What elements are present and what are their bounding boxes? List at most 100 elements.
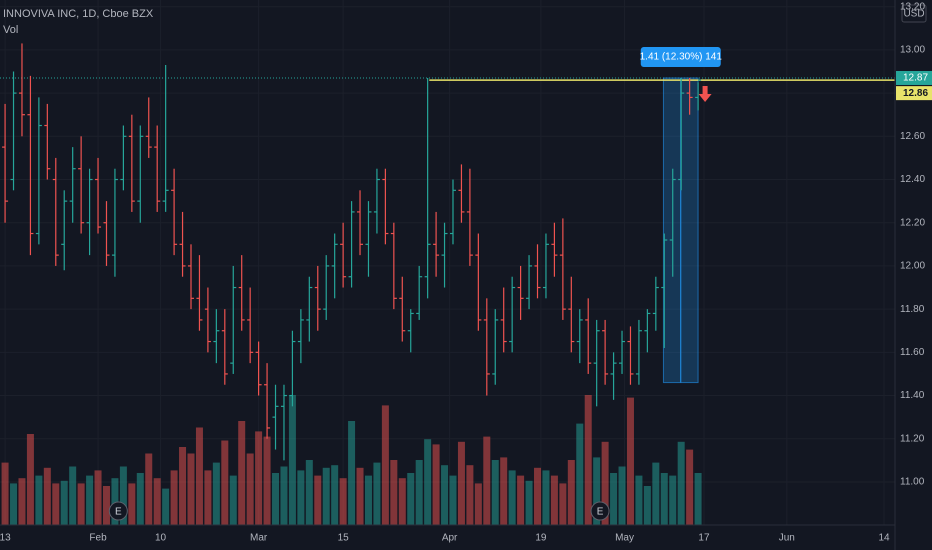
volume-bar [567,460,575,525]
x-tick-label: 17 [698,533,710,544]
volume-bar [195,427,203,525]
x-tick-label: 14 [878,533,890,544]
volume-bar [491,460,499,525]
volume-bar [212,462,220,525]
volume-bar [305,460,313,525]
volume-bar [398,478,406,525]
volume-bar [660,473,668,525]
volume-bar [18,478,26,525]
volume-bar [635,475,643,525]
volume-bar [669,475,677,525]
volume-bar [26,434,34,525]
volume-bar [339,478,347,525]
volume-bar [559,483,567,525]
volume-bar [263,436,271,525]
volume-bar [694,473,702,525]
volume-bar [128,483,136,525]
drawn-line-label: 12.86 [903,88,928,99]
volume-bar [652,462,660,525]
y-tick-label: 11.40 [900,390,925,401]
x-tick-label: Mar [250,533,268,544]
volume-bar [626,397,634,525]
last-price-tag [896,70,932,85]
volume-bar [356,467,364,525]
volume-bar [94,470,102,525]
volume-bar [474,483,482,525]
volume-bar [643,486,651,525]
volume-bar [331,465,339,525]
volume-bar [322,467,330,525]
volume-bar [119,466,127,525]
volume-bar [593,457,601,525]
volume-bar [204,470,212,525]
volume-bar [432,444,440,525]
x-tick-label: 13 [0,533,11,544]
earnings-label: E [597,507,604,518]
volume-bar [550,475,558,525]
volume-bar [601,441,609,525]
volume-bar [677,441,685,525]
volume-bar [542,470,550,525]
volume-bar [449,475,457,525]
y-tick-label: 13.00 [900,45,925,56]
volume-bar [576,423,584,525]
signal-arrow [698,85,712,102]
volume-bar [610,473,618,525]
volume-bar [52,483,60,525]
volume-bar [229,475,237,525]
y-tick-label: 12.40 [900,174,925,185]
volume-bar [373,462,381,525]
volume-bar [1,462,9,525]
x-tick-label: 15 [338,533,350,544]
drawn-line-tag [896,86,932,101]
volume-bar [238,421,246,525]
volume-bar [10,483,18,525]
x-tick-label: Feb [89,533,107,544]
volume-bar [348,421,356,525]
measure-label: 1.41 (12.30%) 141 [640,52,723,63]
volume-bar [508,470,516,525]
grid [0,0,895,525]
chart-title: INNOVIVA INC, 1D, Cboe BZX [3,8,154,20]
volume-bar [364,475,372,525]
y-tick-label: 12.00 [900,261,925,272]
volume-bar [272,473,280,525]
y-tick-label: 11.00 [900,477,925,488]
volume-bar [86,475,94,525]
measure-label-box [640,46,721,67]
volume-bar [297,470,305,525]
y-tick-label: 12.20 [900,217,925,228]
volume-bar [246,453,254,525]
volume-bar [136,473,144,525]
currency-box[interactable] [901,4,927,23]
x-tick-label: Apr [442,533,458,544]
volume-bar [255,431,263,525]
last-price-label: 12.87 [903,73,928,84]
currency: USD [903,9,924,20]
volume-bar [424,439,432,525]
earnings-marker [590,501,610,521]
y-tick-label: 11.20 [900,433,925,444]
volume-bar [381,405,389,525]
x-tick-label: 10 [155,533,167,544]
volume-bar [441,465,449,525]
y-tick-label: 11.80 [900,304,925,315]
y-tick-label: 11.60 [900,347,925,358]
volume-bar [415,460,423,525]
volume-bar [179,447,187,525]
volume-bar [43,467,51,525]
volume-bar [500,457,508,525]
volume-bar [314,475,322,525]
volume-bar [187,453,195,525]
volume-bar [584,395,592,525]
volume-bar [60,480,68,525]
earnings-label: E [115,507,122,518]
earnings-marker [108,501,128,521]
volume-bar [466,465,474,525]
volume-bar [534,467,542,525]
volume-bar [77,483,85,525]
y-tick-label: 13.20 [900,1,925,12]
x-tick-label: 19 [535,533,547,544]
